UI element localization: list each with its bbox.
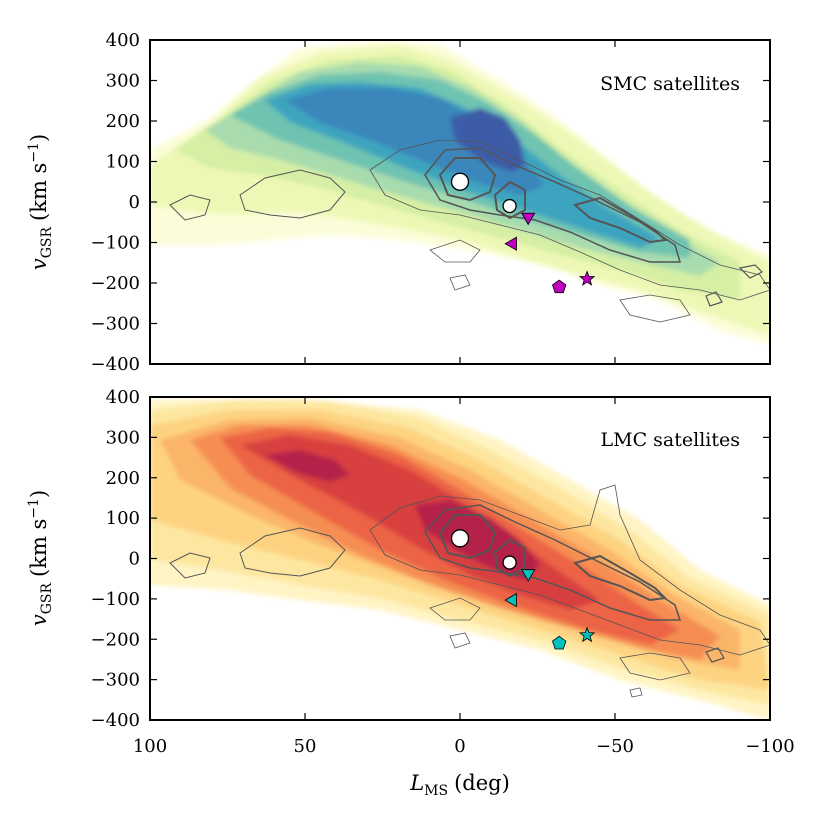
- marker-sat-down-triangle: [521, 569, 536, 582]
- contour-low-2: [449, 274, 471, 291]
- x-tick-label: 100: [133, 736, 167, 757]
- contour-left-blob: [239, 169, 346, 219]
- y-label-sup-top: −1: [26, 142, 42, 163]
- contour-left-blob: [239, 527, 346, 577]
- y-tick-label: 300: [106, 427, 140, 448]
- contour-stream: [572, 196, 668, 244]
- y-axis-bottom: 400 300 200 100 0 −100 −200 −300 −400: [91, 387, 770, 731]
- x-label-units: (deg): [454, 771, 510, 795]
- contour-small-dot: [629, 687, 643, 698]
- marker-sat-left-triangle: [504, 236, 517, 251]
- y-tick-label: 300: [106, 71, 140, 92]
- y-tick-label: 0: [129, 549, 140, 570]
- x-tick-label: 50: [294, 736, 317, 757]
- marker-sat-pentagon: [552, 635, 567, 650]
- y-label-close-top: ): [27, 134, 51, 142]
- contour-inner: [438, 157, 497, 202]
- contour-low-2: [449, 632, 471, 649]
- y-tick-label: −200: [91, 273, 140, 294]
- y-label-units-bottom: (km s: [27, 519, 51, 577]
- contour-inner: [438, 514, 497, 560]
- y-tick-label: −300: [91, 314, 140, 335]
- y-label-units-top: (km s: [27, 163, 51, 221]
- x-tick-label: −100: [745, 736, 794, 757]
- y-tick-label: −400: [91, 710, 140, 731]
- y-tick-label: −100: [91, 233, 140, 254]
- y-axis-label-top: vGSR (km s−1): [26, 134, 55, 270]
- y-label-main-top: v: [27, 258, 51, 270]
- panel-top: 400 300 200 100 0 −100 −200 −300 −400 SMC satell…: [26, 30, 771, 375]
- marker-smc: [502, 555, 517, 570]
- density-level-8: [265, 450, 540, 580]
- y-tick-label: 400: [106, 387, 140, 408]
- y-axis-top: 400 300 200 100 0 −100 −200 −300 −400: [91, 30, 770, 375]
- density-level-8: [450, 108, 525, 172]
- contour-outer: [369, 139, 770, 301]
- y-label-close-bottom: ): [27, 490, 51, 498]
- marker-sat-left-triangle: [504, 592, 517, 608]
- y-axis-label-bottom: vGSR (km s−1): [26, 490, 55, 626]
- y-tick-label: 100: [106, 508, 140, 529]
- contour-lower: [429, 597, 481, 621]
- contours-bottom: [169, 484, 770, 698]
- y-label-sup-bottom: −1: [26, 498, 42, 519]
- y-tick-label: 200: [106, 111, 140, 132]
- y-label-sub-top: GSR: [39, 227, 55, 259]
- x-tick-label: 0: [454, 736, 465, 757]
- contour-right-ring-2: [705, 291, 723, 307]
- y-tick-label: −200: [91, 629, 140, 650]
- contour-mid: [424, 504, 682, 621]
- y-tick-label: 400: [106, 30, 140, 51]
- x-label-main: L: [409, 771, 424, 795]
- contour-inner-2: [493, 538, 526, 578]
- contour-right-ring: [738, 264, 764, 279]
- marker-lmc: [450, 529, 470, 548]
- marker-sat-down-triangle: [521, 212, 536, 226]
- contour-right-ring: [705, 647, 725, 663]
- contour-stream: [572, 554, 668, 602]
- marker-sat-pentagon: [552, 279, 567, 294]
- marker-sat-star: [578, 270, 596, 286]
- contour-left-small: [169, 194, 211, 221]
- contour-mid: [424, 147, 682, 263]
- y-tick-label: −300: [91, 670, 140, 691]
- points-bottom: [450, 529, 596, 650]
- y-label-sub-bottom: GSR: [39, 583, 55, 615]
- x-axis-top-ticks: [149, 40, 771, 364]
- x-axis-label: LMS (deg): [409, 771, 510, 799]
- contour-inner-2: [493, 180, 526, 220]
- density-level-7: [285, 88, 545, 195]
- marker-lmc: [450, 172, 470, 191]
- panel-bottom: 400 300 200 100 0 −100 −200 −300 −400 100 50 0 −50 −…: [26, 387, 795, 799]
- y-tick-label: −100: [91, 589, 140, 610]
- y-tick-label: −400: [91, 354, 140, 375]
- contour-left-small: [169, 552, 211, 579]
- points-top: [450, 172, 596, 294]
- y-label-main-bottom: v: [27, 614, 51, 626]
- y-tick-label: 200: [106, 468, 140, 489]
- marker-smc: [502, 198, 517, 214]
- contour-right-tail: [619, 294, 691, 323]
- contour-right-tail: [619, 652, 691, 681]
- panel-title-bottom: LMC satellites: [601, 429, 740, 451]
- contour-outer: [369, 484, 770, 656]
- x-label-sub: MS: [424, 783, 448, 799]
- x-axis-bottom: 100 50 0 −50 −100: [133, 397, 795, 757]
- panel-title-top: SMC satellites: [600, 73, 740, 95]
- y-tick-label: 100: [106, 152, 140, 173]
- marker-sat-star: [578, 626, 596, 643]
- y-tick-label: 0: [129, 192, 140, 213]
- contour-lower: [429, 239, 481, 263]
- contours-top: [169, 139, 770, 323]
- x-tick-label: −50: [596, 736, 634, 757]
